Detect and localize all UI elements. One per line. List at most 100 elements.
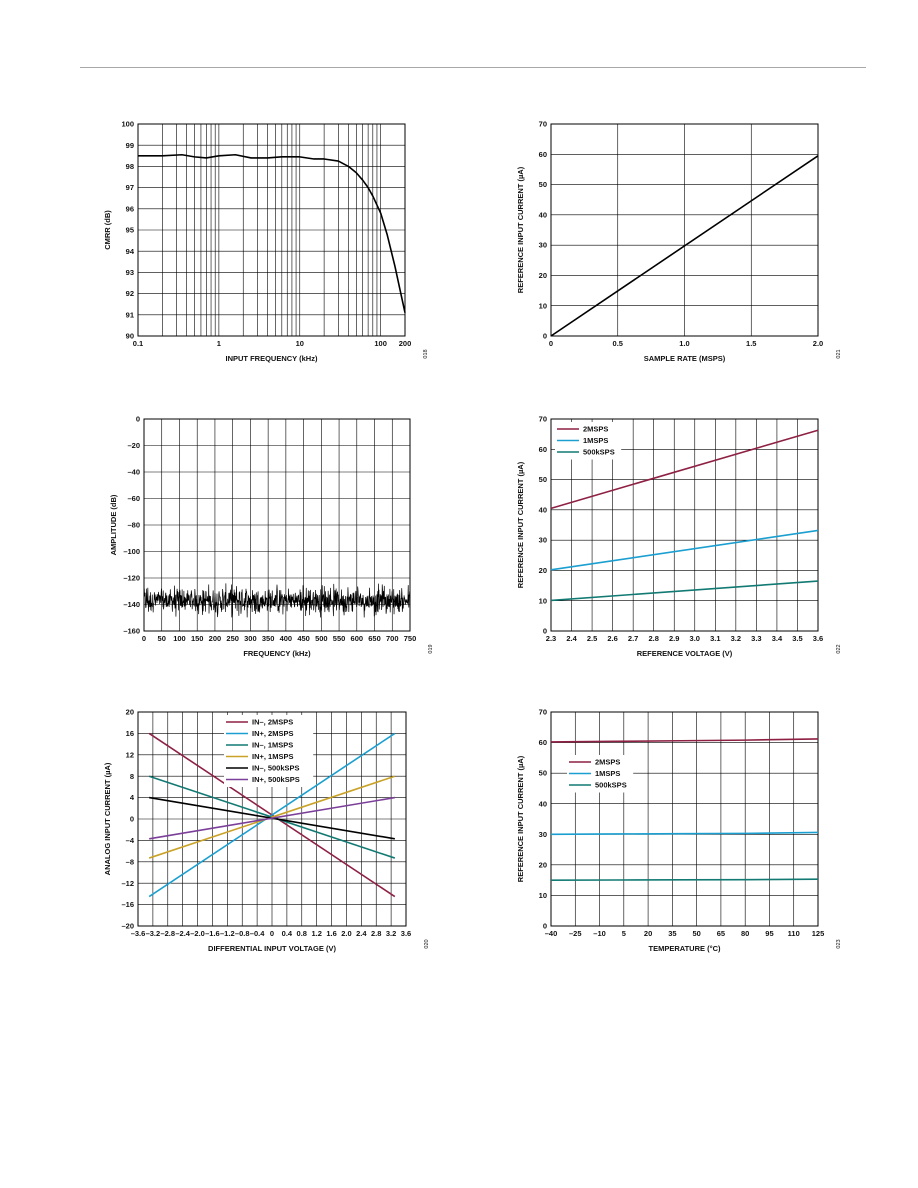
x-tick-label: 3.5 xyxy=(792,634,802,643)
y-tick-label: 97 xyxy=(126,183,134,192)
x-tick-label: 600 xyxy=(351,634,364,643)
y-tick-label: 91 xyxy=(126,310,134,319)
chart-fft: 0 50 100 150 200 250 300 350 400 450 500 550 600 650 7… xyxy=(109,415,434,658)
series-line-in-500ksps xyxy=(149,796,395,840)
y-axis-label: REFERENCE INPUT CURRENT (µA) xyxy=(516,166,525,293)
x-axis-label: DIFFERENTIAL INPUT VOLTAGE (V) xyxy=(208,944,336,953)
y-tick-label: –80 xyxy=(127,521,140,530)
x-tick-label: –1.6 xyxy=(205,929,220,938)
y-tick-label: 60 xyxy=(539,445,547,454)
x-tick-label: 300 xyxy=(244,634,257,643)
x-tick-label: 2.3 xyxy=(546,634,556,643)
series-line-1msps xyxy=(550,831,819,836)
y-tick-label: 50 xyxy=(539,180,547,189)
x-tick-label: 1.2 xyxy=(311,929,321,938)
y-tick-label: 40 xyxy=(539,799,547,808)
x-tick-label: 0.4 xyxy=(282,929,293,938)
x-tick-label: –3.2 xyxy=(146,929,161,938)
y-tick-label: 30 xyxy=(539,241,547,250)
y-tick-label: –120 xyxy=(123,574,140,583)
y-tick-label: 40 xyxy=(539,505,547,514)
x-tick-label: –2.0 xyxy=(190,929,205,938)
y-tick-label: 0 xyxy=(130,815,134,824)
x-tick-label: –2.4 xyxy=(175,929,190,938)
y-tick-label: 92 xyxy=(126,289,134,298)
x-tick-label: 2.6 xyxy=(607,634,617,643)
y-tick-label: 8 xyxy=(130,772,134,781)
figure-number: 020 xyxy=(424,939,430,948)
y-tick-label: 4 xyxy=(130,793,135,802)
x-tick-label: 3.3 xyxy=(751,634,761,643)
y-tick-label: 0 xyxy=(543,332,547,341)
chart-ref-vs-vref: 2.3 2.4 2.5 2.6 2.7 2.8 2.9 3.0 3.1 3.2 3.3 3.4 3.5 3… xyxy=(516,415,842,658)
x-tick-label: –40 xyxy=(545,929,558,938)
series-line-2msps xyxy=(550,429,819,510)
x-tick-label: 500 xyxy=(315,634,328,643)
x-tick-label: 150 xyxy=(191,634,204,643)
y-tick-label: 93 xyxy=(126,268,134,277)
series-line-0 xyxy=(550,155,819,337)
series-line-in-1msps xyxy=(148,775,396,859)
figure-number: 019 xyxy=(428,644,434,653)
y-tick-label: –40 xyxy=(127,468,140,477)
x-tick-label: 250 xyxy=(226,634,239,643)
legend-label: 1MSPS xyxy=(595,769,620,778)
x-tick-label: 10 xyxy=(296,339,304,348)
y-tick-label: –140 xyxy=(123,600,140,609)
y-axis-label: ANALOG INPUT CURRENT (µA) xyxy=(103,762,112,875)
y-tick-label: 98 xyxy=(126,162,134,171)
y-axis-label: REFERENCE INPUT CURRENT (µA) xyxy=(516,461,525,588)
figure-number: 022 xyxy=(836,644,842,653)
x-tick-label: 650 xyxy=(368,634,381,643)
x-tick-label: 100 xyxy=(173,634,186,643)
y-tick-label: 20 xyxy=(539,271,547,280)
x-tick-label: 65 xyxy=(717,929,725,938)
y-tick-label: 12 xyxy=(126,750,134,759)
header-rule xyxy=(80,67,866,68)
x-tick-label: 2.8 xyxy=(648,634,658,643)
y-tick-label: 0 xyxy=(543,922,547,931)
x-tick-label: 450 xyxy=(297,634,310,643)
legend: 2MSPS 1MSPS 500kSPS xyxy=(555,422,622,460)
y-tick-label: 20 xyxy=(539,860,547,869)
x-tick-label: 0 xyxy=(142,634,146,643)
x-tick-label: –10 xyxy=(593,929,606,938)
y-tick-label: 100 xyxy=(121,120,134,129)
y-tick-label: 50 xyxy=(539,475,547,484)
figure-number: 018 xyxy=(423,349,429,358)
x-tick-label: 100 xyxy=(374,339,387,348)
series-line xyxy=(143,583,411,618)
y-tick-label: 50 xyxy=(539,769,547,778)
y-tick-label: 90 xyxy=(126,332,134,341)
y-tick-label: –160 xyxy=(123,627,140,636)
y-tick-label: 95 xyxy=(126,226,134,235)
y-tick-label: –20 xyxy=(127,441,140,450)
x-tick-label: 550 xyxy=(333,634,346,643)
x-tick-label: –0.8 xyxy=(235,929,250,938)
y-tick-label: 70 xyxy=(539,120,547,129)
x-tick-label: 0.1 xyxy=(133,339,143,348)
plot-frame xyxy=(550,711,819,927)
legend-label: 500kSPS xyxy=(583,448,615,457)
x-tick-label: 2.8 xyxy=(371,929,381,938)
x-tick-label: 2.9 xyxy=(669,634,679,643)
y-axis-label: CMRR (dB) xyxy=(103,210,112,250)
x-tick-label: 400 xyxy=(280,634,293,643)
x-tick-label: 1.0 xyxy=(679,339,689,348)
x-tick-label: 1 xyxy=(217,339,221,348)
x-tick-label: 0 xyxy=(549,339,553,348)
y-tick-label: 60 xyxy=(539,738,547,747)
x-tick-label: –3.6 xyxy=(131,929,146,938)
x-tick-label: 3.6 xyxy=(813,634,823,643)
chart-analog-input: –3.6 –3.2 –2.8 –2.4 –2.0 –1.6 –1.2 –0.8 –0.4 0 0.4… xyxy=(103,708,430,953)
chart-ref-vs-temp: –40 –25 –10 5 20 35 50 65 80 95 110 125 0 10 20 30 40 50 6… xyxy=(516,708,842,953)
x-tick-label: –25 xyxy=(569,929,582,938)
y-tick-label: –16 xyxy=(121,900,134,909)
x-tick-label: 3.2 xyxy=(386,929,396,938)
legend-label: 500kSPS xyxy=(595,781,627,790)
figure-number: 023 xyxy=(836,939,842,948)
y-tick-label: 30 xyxy=(539,536,547,545)
y-tick-label: 30 xyxy=(539,830,547,839)
x-tick-label: 5 xyxy=(622,929,626,938)
y-tick-label: 10 xyxy=(539,301,547,310)
